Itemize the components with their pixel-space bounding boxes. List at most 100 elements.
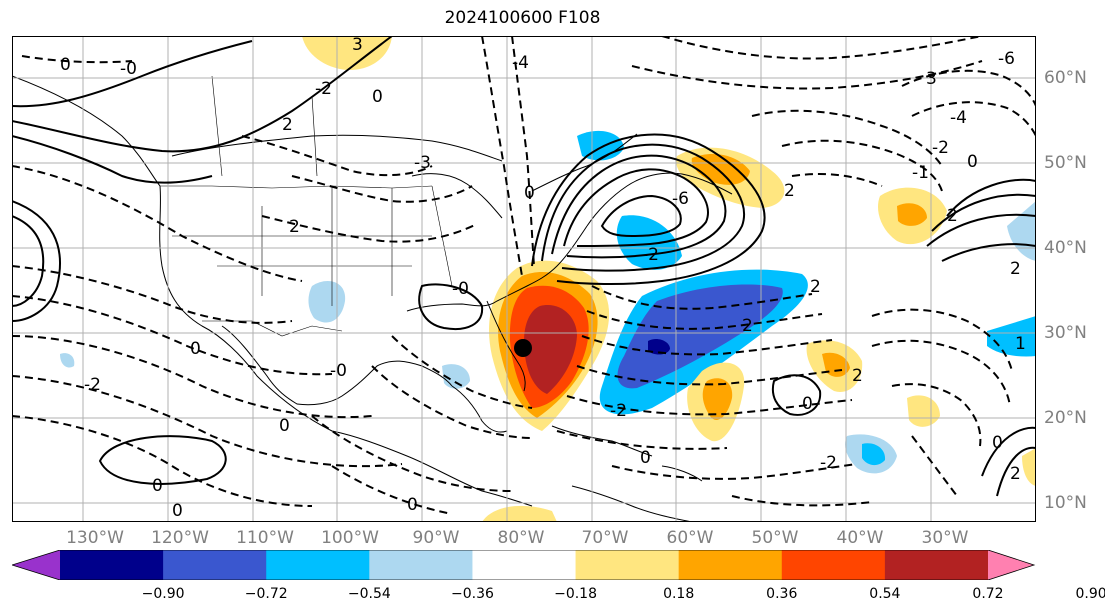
- contour-label: -4: [512, 53, 529, 73]
- warm-plume-core: [524, 305, 577, 394]
- contour-labels: 0 -0 -2 2 -3 3 -4 0 2 -0 -2 0 0 -0 0 0 0…: [60, 36, 1026, 521]
- warm-patch-atlantic-east-core: [897, 203, 927, 226]
- lon-label: 130°W: [66, 528, 124, 548]
- colorbar-tick-label: −0.54: [347, 586, 391, 602]
- warm-patch-caribbean-east-core: [702, 378, 733, 420]
- colorbar-tick-label: −0.72: [244, 586, 288, 602]
- contour-label: 0: [172, 501, 183, 521]
- lon-label: 100°W: [321, 528, 379, 548]
- contour-label: 0: [967, 152, 978, 172]
- political-borders: [160, 75, 453, 337]
- coastlines: [12, 75, 733, 522]
- contour-label: 2: [784, 181, 795, 201]
- colorbar-tick-label: 0.36: [766, 586, 798, 602]
- colorbar-cell: [163, 550, 267, 580]
- contour-label: -4: [950, 108, 967, 128]
- contour-label: -2: [315, 79, 332, 99]
- warm-patch-pacific-east: [1022, 448, 1036, 486]
- colorbar-extend-low: [12, 550, 60, 580]
- contour-label: -3: [414, 153, 431, 173]
- contour-label: -2: [932, 138, 949, 158]
- contour-label: 0: [407, 495, 418, 515]
- contour-label: -2: [84, 375, 101, 395]
- colorbar-cell: [472, 550, 577, 580]
- lon-label: 40°W: [836, 528, 884, 548]
- gridlines: [12, 36, 1036, 522]
- solid-contours: [12, 36, 1036, 497]
- contour-label: 0: [60, 55, 71, 75]
- lon-label: 90°W: [412, 528, 460, 548]
- colorbar-tick-label: 0.72: [972, 586, 1004, 602]
- contour-label: 3: [352, 36, 363, 55]
- contour-label: 0: [640, 448, 651, 468]
- contour-label: 2: [742, 316, 753, 336]
- lat-label: 30°N: [1044, 323, 1087, 343]
- colorbar-tick-label: −0.18: [554, 586, 597, 602]
- colorbar-tick-label: −0.90: [141, 586, 185, 602]
- lon-label: 30°W: [921, 528, 969, 548]
- colorbar-tick-label: 0.90: [1075, 586, 1105, 602]
- contour-label: -0: [120, 59, 137, 79]
- colorbar: [12, 550, 1036, 580]
- contour-label: -1: [912, 163, 929, 183]
- contour-label: -2: [820, 453, 837, 473]
- storm-center-marker: [514, 339, 532, 357]
- lat-label: 10°N: [1044, 493, 1087, 513]
- colorbar-cell: [60, 550, 164, 580]
- contour-label: 3: [926, 69, 937, 89]
- contour-label: -2: [610, 401, 627, 421]
- contour-label: 0: [524, 183, 535, 203]
- contour-label: 2: [810, 277, 821, 297]
- colorbar-cell: [781, 550, 886, 580]
- contour-label: 1: [1015, 334, 1026, 354]
- contour-label: 0: [279, 416, 290, 436]
- warm-patch-small-east: [907, 395, 940, 427]
- lon-label: 120°W: [151, 528, 209, 548]
- contour-label: -2: [642, 245, 659, 265]
- cold-patch-mid-atlantic-core: [862, 443, 886, 466]
- weather-map: 0 -0 -2 2 -3 3 -4 0 2 -0 -2 0 0 -0 0 0 0…: [12, 36, 1036, 522]
- contour-label: 0: [152, 476, 163, 496]
- contour-label: -6: [998, 49, 1015, 69]
- cold-area-core: [648, 338, 670, 355]
- contour-label: 0: [190, 339, 201, 359]
- contour-label: 2: [947, 206, 958, 226]
- colorbar-tick-label: 0.54: [869, 586, 901, 602]
- contour-label: 2: [1010, 464, 1021, 484]
- contour-label: 2: [1010, 259, 1021, 279]
- contour-label: -0: [330, 361, 347, 381]
- contour-label: -6: [672, 189, 689, 209]
- lat-label: 50°N: [1044, 153, 1087, 173]
- lon-label: 60°W: [666, 528, 714, 548]
- colorbar-extend-high: [988, 550, 1034, 580]
- cold-area-mid: [617, 284, 783, 389]
- colorbar-cell: [678, 550, 783, 580]
- warm-patch-caribbean-south: [482, 505, 557, 522]
- contour-label: 2: [852, 366, 863, 386]
- colorbar-cell: [884, 550, 989, 580]
- map-title: 2024100600 F108: [444, 8, 601, 28]
- cold-patch-mexico: [308, 281, 346, 323]
- colorbar-tick-label: 0.18: [663, 586, 695, 602]
- lat-label: 20°N: [1044, 408, 1087, 428]
- contour-label: 0: [372, 87, 383, 107]
- lat-label: 60°N: [1044, 68, 1087, 88]
- cold-patch-far-east: [987, 316, 1036, 357]
- lat-label: 40°N: [1044, 238, 1087, 258]
- cold-patch-pacific: [60, 353, 75, 368]
- contour-label: 0: [992, 433, 1003, 453]
- colorbar-cell: [266, 550, 370, 580]
- contour-label: -0: [452, 279, 469, 299]
- dashed-contours: [12, 36, 1036, 515]
- lon-label: 110°W: [236, 528, 294, 548]
- colorbar-cell: [369, 550, 473, 580]
- contour-label: 2: [289, 217, 300, 237]
- contour-label: 0: [802, 394, 813, 414]
- lon-label: 80°W: [497, 528, 545, 548]
- contour-label: 2: [282, 115, 293, 135]
- colorbar-tick-label: −0.36: [450, 586, 494, 602]
- lon-label: 50°W: [751, 528, 799, 548]
- lon-label: 70°W: [581, 528, 629, 548]
- colorbar-cell: [575, 550, 680, 580]
- warm-patch-top: [302, 36, 392, 71]
